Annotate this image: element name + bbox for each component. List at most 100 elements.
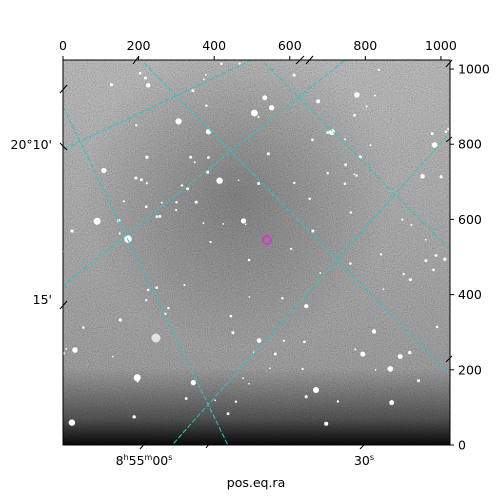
star	[184, 397, 188, 400]
star	[326, 131, 330, 135]
star	[175, 201, 178, 204]
star	[387, 366, 394, 372]
star	[118, 318, 122, 322]
ra-tick-label: 30s	[354, 453, 374, 468]
grid-line	[140, 60, 450, 376]
star	[202, 78, 205, 81]
star	[416, 379, 421, 383]
star	[202, 222, 205, 225]
star	[136, 380, 139, 383]
star	[226, 412, 230, 416]
star	[430, 132, 434, 136]
coordinate-grid	[63, 60, 450, 445]
star	[160, 201, 163, 204]
grid-line	[171, 131, 450, 445]
star	[146, 288, 150, 292]
star	[145, 155, 149, 159]
star	[447, 128, 450, 131]
star	[262, 95, 268, 101]
star	[439, 175, 443, 179]
star	[186, 187, 190, 191]
star	[237, 179, 240, 182]
pixel-y-tick-label: 1000	[458, 62, 490, 77]
star	[122, 200, 125, 203]
star	[135, 124, 138, 127]
star	[379, 253, 383, 256]
star	[257, 115, 260, 119]
star	[349, 262, 352, 265]
star	[238, 62, 241, 65]
star	[382, 288, 385, 291]
ra-tick-label: 8h55m00s	[116, 453, 173, 468]
star	[139, 178, 143, 182]
star	[308, 197, 311, 201]
dec-tick-label: 20°10'	[11, 137, 53, 152]
star	[324, 421, 329, 426]
star	[190, 379, 196, 386]
star	[408, 350, 412, 355]
star	[193, 161, 196, 164]
wcs-ticks	[59, 55, 453, 450]
star	[101, 167, 107, 174]
star	[304, 395, 308, 399]
star	[397, 354, 403, 359]
star	[313, 387, 319, 393]
star	[344, 163, 347, 167]
star	[435, 325, 439, 329]
star	[167, 306, 170, 310]
star	[408, 278, 412, 282]
star	[205, 128, 212, 135]
star	[250, 109, 258, 117]
star	[257, 182, 261, 185]
star	[214, 399, 216, 402]
star	[316, 99, 321, 104]
star	[420, 174, 425, 179]
star	[358, 155, 362, 159]
star	[68, 419, 76, 426]
star	[268, 367, 271, 370]
star	[175, 208, 178, 212]
star	[431, 142, 438, 148]
pixel-x-tick-label: 1000	[425, 38, 457, 53]
star	[72, 347, 78, 353]
star	[349, 211, 353, 214]
galaxy	[151, 333, 161, 343]
star	[175, 118, 182, 125]
star	[389, 400, 395, 406]
star	[133, 374, 141, 382]
star	[229, 314, 233, 318]
star	[155, 215, 159, 218]
axes-frame	[62, 59, 451, 446]
star	[155, 286, 159, 289]
dec-tick-label: 15'	[33, 292, 52, 307]
star	[344, 138, 347, 141]
star	[93, 217, 101, 225]
star	[145, 182, 148, 185]
star	[354, 348, 357, 351]
pixel-x-tick-label: 800	[353, 38, 377, 53]
star	[289, 247, 293, 251]
star	[443, 257, 447, 261]
star	[134, 176, 138, 180]
star	[118, 232, 121, 235]
star	[191, 89, 195, 93]
star	[146, 83, 151, 88]
star	[158, 214, 162, 218]
star	[336, 400, 340, 403]
star	[343, 182, 347, 186]
star	[194, 200, 198, 204]
pixel-y-tick-label: 0	[458, 438, 466, 453]
star	[206, 170, 210, 174]
star	[432, 268, 435, 272]
star	[360, 351, 366, 357]
star	[216, 177, 223, 184]
star	[256, 338, 262, 343]
star	[180, 184, 184, 187]
pixel-y-tick-label: 800	[458, 137, 482, 152]
star	[240, 218, 247, 224]
star	[268, 105, 275, 111]
star	[231, 331, 235, 335]
star	[144, 76, 147, 80]
star	[305, 304, 309, 308]
